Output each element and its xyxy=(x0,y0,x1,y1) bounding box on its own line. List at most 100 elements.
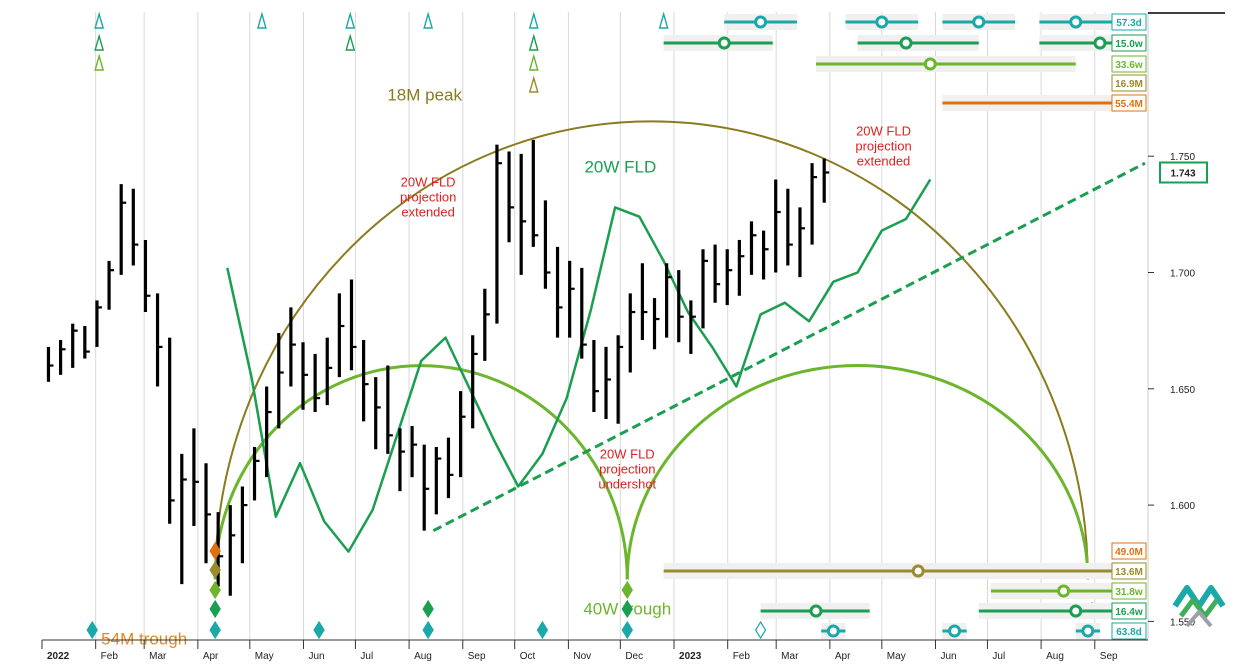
x-tick-label: Aug xyxy=(1046,651,1064,662)
x-tick-label: Aug xyxy=(414,651,432,662)
x-tick-label: Feb xyxy=(733,651,751,662)
x-tick-label: Feb xyxy=(101,651,119,662)
cycle-length-text: 49.0M xyxy=(1115,547,1143,558)
axes: 1.550 1.600 1.650 1.700 1.750 1.743 2022 Feb Mar… xyxy=(41,12,1225,662)
cycle-span-dot xyxy=(826,624,840,638)
note-line: 20W FLD xyxy=(856,123,911,138)
cycle-length-badge xyxy=(1111,562,1147,580)
cycle-trough-marker xyxy=(422,599,434,619)
cycle-span-dot xyxy=(1069,15,1083,29)
cycle-label: 18M peak xyxy=(387,85,462,104)
note-line: 20W FLD xyxy=(600,447,655,462)
x-tick-label: Nov xyxy=(573,651,591,662)
cycle-span-dot xyxy=(875,15,889,29)
cycle-trough-marker xyxy=(422,620,434,640)
x-tick-label: Sep xyxy=(468,651,486,662)
x-tick-label: Apr xyxy=(835,651,851,662)
cycle-peak-marker xyxy=(345,11,356,29)
cycle-trough-marker xyxy=(209,620,221,640)
cycle-arc xyxy=(625,364,1090,580)
y-tick-label: 1.700 xyxy=(1170,269,1195,280)
fld-20w-series xyxy=(226,178,932,553)
cycle-markers xyxy=(86,11,767,640)
price-bars xyxy=(46,139,830,596)
current-price-text: 1.743 xyxy=(1170,168,1195,179)
cycle-peak-marker xyxy=(94,53,105,71)
cycle-peak-marker xyxy=(528,53,539,71)
cycle-trough-marker xyxy=(621,620,633,640)
cycle-length-text: 13.6M xyxy=(1115,567,1143,578)
fld-20w-line xyxy=(226,178,932,553)
cycle-peak-marker xyxy=(528,33,539,51)
cycle-span-dot xyxy=(754,15,768,29)
cycle-trough-marker xyxy=(86,620,98,640)
trendline xyxy=(432,161,1146,533)
cycle-spans: 57.3d 15.0w 33.6w 16.9M 55.4M 49.0M 13.6M 31.8w… xyxy=(663,13,1147,640)
cycle-span-dot xyxy=(1069,604,1083,618)
cycle-peak-marker xyxy=(94,33,105,51)
cycle-trough-marker xyxy=(754,620,767,640)
cycle-length-badge xyxy=(1111,622,1147,640)
cycle-length-badge xyxy=(1111,94,1147,112)
logo xyxy=(1172,585,1226,628)
y-tick-label: 1.600 xyxy=(1170,501,1195,512)
fld-projection-note: 20W FLD projection extended xyxy=(855,123,911,168)
x-tick-label: Dec xyxy=(625,651,643,662)
x-tick-label: May xyxy=(887,651,906,662)
dashed-trendline xyxy=(432,161,1146,533)
cycle-length-text: 57.3d xyxy=(1116,18,1142,29)
cycle-span-dot xyxy=(1081,624,1095,638)
x-tick-label: 2023 xyxy=(679,651,702,662)
cycle-label: 20W FLD xyxy=(584,157,656,176)
note-line: undershot xyxy=(598,477,656,492)
cycle-length-text: 16.4w xyxy=(1115,607,1142,618)
cycle-length-badge xyxy=(1111,542,1147,560)
cycle-span-dot xyxy=(1093,36,1107,50)
x-tick-label: Jul xyxy=(360,651,373,662)
cycle-peak-marker xyxy=(528,75,539,93)
note-line: projection xyxy=(855,138,911,153)
logo-mark xyxy=(1179,597,1219,619)
cycle-span-dot xyxy=(948,624,962,638)
x-tick-label: Mar xyxy=(149,651,167,662)
current-price-badge xyxy=(1159,161,1208,184)
y-tick-label: 1.650 xyxy=(1170,385,1195,396)
cycle-trough-marker xyxy=(209,580,221,600)
cycle-length-text: 31.8w xyxy=(1115,587,1142,598)
cycle-length-badge xyxy=(1111,74,1147,92)
cycle-trough-marker xyxy=(209,560,221,580)
cycle-length-text: 55.4M xyxy=(1115,99,1143,110)
grid xyxy=(95,12,1149,640)
cycle-span-dot xyxy=(911,564,925,578)
note-line: extended xyxy=(401,204,455,219)
cycle-span-dot xyxy=(899,36,913,50)
cycle-arcs xyxy=(213,120,1090,580)
cycle-length-text: 33.6w xyxy=(1115,60,1142,71)
cycle-length-badge xyxy=(1111,34,1147,52)
cycle-arc xyxy=(213,364,629,580)
cycle-span-dot xyxy=(717,36,731,50)
cycle-span-dot xyxy=(923,57,937,71)
cycle-length-badge xyxy=(1111,582,1147,600)
x-tick-label: Apr xyxy=(203,651,219,662)
cycle-arc xyxy=(214,120,1089,580)
x-tick-label: Jul xyxy=(992,651,1005,662)
cycle-span-dot xyxy=(972,15,986,29)
note-line: projection xyxy=(599,462,655,477)
cycle-label: 54M trough xyxy=(101,630,187,649)
fld-projection-note: 20W FLD projection extended xyxy=(400,174,456,219)
cycle-trough-marker xyxy=(313,620,325,640)
cycle-peak-marker xyxy=(658,11,669,29)
cycle-length-text: 15.0w xyxy=(1115,39,1142,50)
cycle-length-badge xyxy=(1111,13,1147,31)
cycle-peak-marker xyxy=(256,11,267,29)
cycle-peak-marker xyxy=(94,11,105,29)
x-tick-label: May xyxy=(255,651,274,662)
cycle-length-badge xyxy=(1111,55,1147,73)
y-tick-label: 1.550 xyxy=(1170,617,1195,628)
cycle-length-text: 16.9M xyxy=(1115,79,1143,90)
cycle-peak-marker xyxy=(345,33,356,51)
y-tick-label: 1.750 xyxy=(1170,152,1195,163)
note-line: projection xyxy=(400,189,456,204)
